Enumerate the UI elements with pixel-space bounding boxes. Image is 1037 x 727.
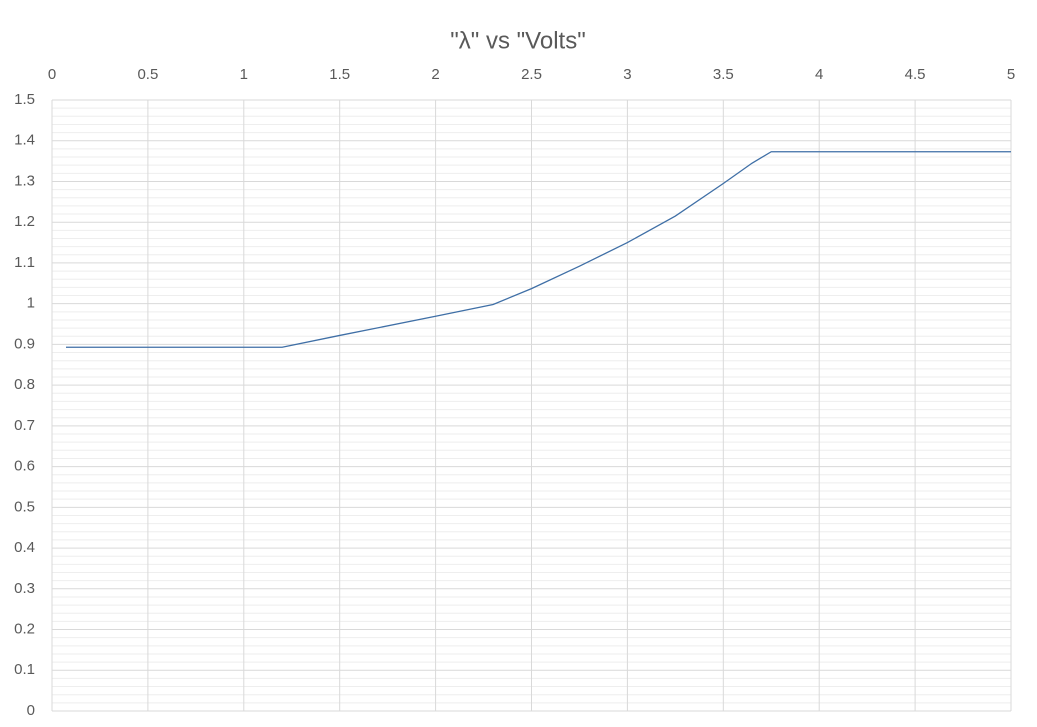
- y-tick-label: 0.7: [14, 417, 35, 434]
- x-tick-label: 2.5: [521, 66, 542, 83]
- y-tick-label: 1.4: [14, 132, 35, 149]
- y-tick-label: 0.9: [14, 335, 35, 352]
- y-tick-label: 0.2: [14, 621, 35, 638]
- x-tick-label: 5: [1007, 66, 1015, 83]
- chart-title: "λ" vs "Volts": [450, 27, 585, 54]
- y-tick-label: 1.1: [14, 254, 35, 271]
- data-line: [66, 151, 1011, 348]
- y-tick-label: 1.5: [14, 91, 35, 108]
- x-tick-label: 1: [240, 66, 248, 83]
- y-tick-label: 0.4: [14, 539, 35, 556]
- x-tick-label: 0: [48, 66, 56, 83]
- y-tick-label: 1.3: [14, 172, 35, 189]
- y-tick-label: 0.6: [14, 458, 35, 475]
- y-tick-label: 0.8: [14, 376, 35, 393]
- y-tick-label: 0.3: [14, 580, 35, 597]
- y-tick-label: 1: [27, 295, 35, 312]
- y-tick-label: 0.5: [14, 498, 35, 515]
- y-tick-label: 1.2: [14, 213, 35, 230]
- y-tick-label: 0.1: [14, 661, 35, 678]
- x-tick-label: 0.5: [137, 66, 158, 83]
- x-tick-label: 3: [623, 66, 631, 83]
- x-tick-label: 4.5: [905, 66, 926, 83]
- y-tick-label: 0: [27, 702, 35, 719]
- x-tick-label: 4: [815, 66, 823, 83]
- x-tick-label: 1.5: [329, 66, 350, 83]
- x-tick-label: 3.5: [713, 66, 734, 83]
- x-tick-label: 2: [431, 66, 439, 83]
